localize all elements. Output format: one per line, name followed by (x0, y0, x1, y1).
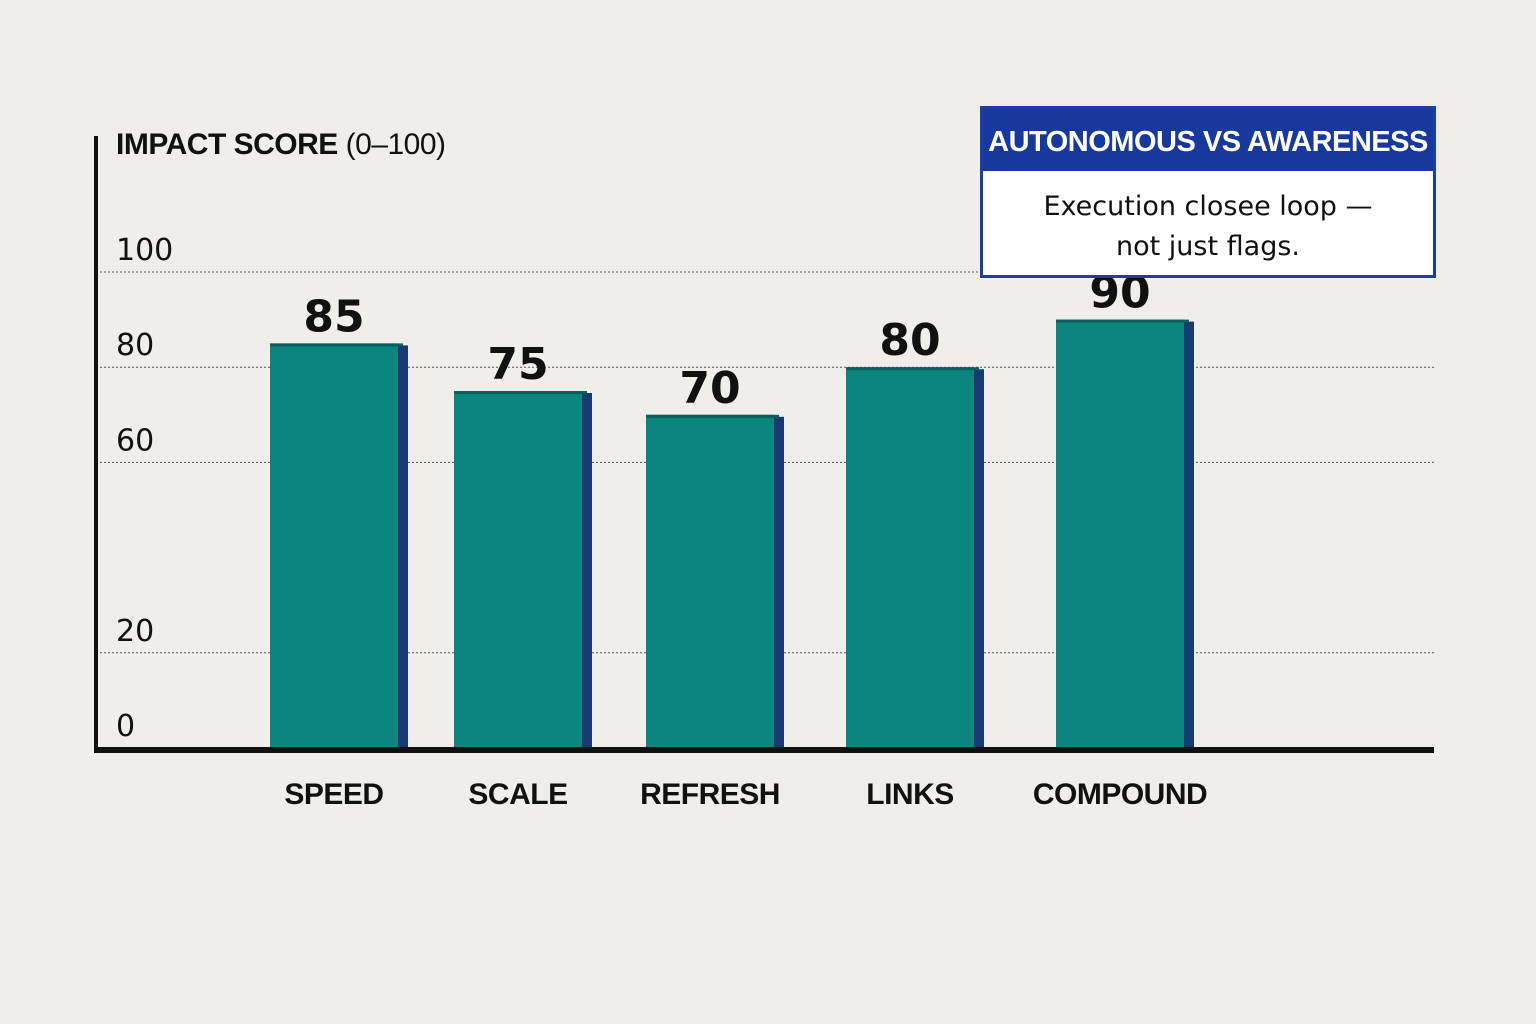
bar (646, 414, 774, 748)
bar-side (974, 369, 984, 748)
y-axis-title-text: IMPACT SCORE (116, 128, 338, 161)
bar (270, 343, 398, 748)
x-tick-labels: SPEED SCALE REFRESH LINKS COMPOUND (284, 778, 1207, 811)
bar-top (454, 391, 587, 394)
bar-side (582, 393, 592, 748)
x-tick-label: COMPOUND (1033, 778, 1207, 811)
callout-line-2: not just flags. (1116, 231, 1300, 262)
bar-side (398, 345, 408, 748)
y-axis-title-range: (0–100) (345, 128, 446, 161)
bar-top (1056, 319, 1189, 323)
bar (846, 367, 974, 748)
axes (94, 136, 1434, 753)
bar-side (774, 416, 784, 748)
y-tick-labels: 0 20 60 80 100 (116, 233, 173, 744)
bars (270, 319, 1194, 748)
bar (1056, 319, 1184, 748)
x-tick-label: SCALE (468, 778, 567, 811)
data-label: 70 (679, 363, 740, 414)
y-tick-label: 20 (116, 614, 154, 649)
data-label: 75 (487, 339, 548, 390)
x-tick-label: SPEED (284, 778, 383, 811)
bar-top (646, 414, 779, 418)
x-tick-label: LINKS (866, 778, 954, 811)
y-axis-title: IMPACT SCORE (0–100) (116, 128, 446, 162)
data-label: 85 (303, 291, 364, 342)
data-label: 80 (879, 315, 940, 366)
y-tick-label: 100 (116, 233, 173, 268)
callout-line-1: Execution closee loop — (1043, 191, 1373, 222)
callout-body: Execution closee loop — not just flags. (983, 171, 1433, 267)
bar-top (846, 367, 979, 371)
y-tick-label: 80 (116, 328, 154, 363)
x-tick-label: REFRESH (640, 778, 780, 811)
bar-top (270, 343, 403, 347)
callout-box: AUTONOMOUS VS AWARENESS Execution closee… (980, 106, 1436, 278)
y-tick-label: 0 (116, 709, 135, 744)
y-tick-label: 60 (116, 423, 154, 458)
bar-side (1184, 321, 1194, 748)
callout-title: AUTONOMOUS VS AWARENESS (983, 109, 1433, 171)
bar (454, 391, 582, 748)
